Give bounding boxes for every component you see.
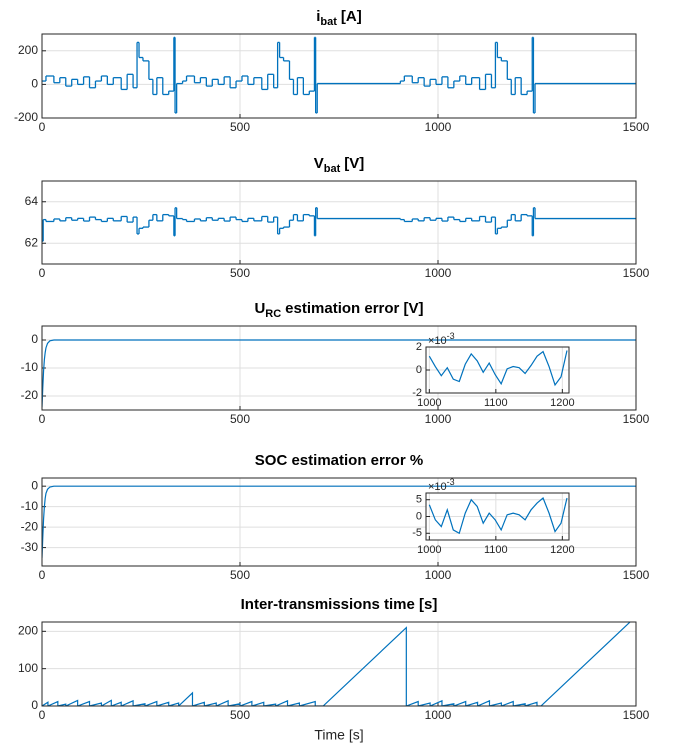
x-tick-label: 500 bbox=[230, 120, 250, 134]
x-tick-label: 500 bbox=[230, 568, 250, 582]
data-line bbox=[42, 622, 631, 706]
plot-lines bbox=[42, 339, 636, 408]
x-tick-label: 0 bbox=[39, 120, 46, 134]
x-tick-label: 1500 bbox=[623, 266, 650, 280]
y-tick-label: -30 bbox=[21, 540, 39, 554]
exponent-label: ×10-3 bbox=[428, 331, 455, 347]
title-subscript: bat bbox=[320, 16, 337, 28]
title-subscript: RC bbox=[265, 308, 281, 320]
y-tick-label: 0 bbox=[31, 478, 38, 492]
y-tick-label: -20 bbox=[21, 388, 39, 402]
axes-box bbox=[41, 621, 637, 707]
title-suffix: [V] bbox=[344, 155, 364, 172]
plot-lines bbox=[42, 207, 636, 242]
axes-box bbox=[41, 180, 637, 265]
y-tick-label: 0 bbox=[416, 510, 422, 522]
x-tick-label: 1200 bbox=[550, 544, 574, 556]
x-tick-label: 0 bbox=[39, 266, 46, 280]
x-axis-label: Time [s] bbox=[314, 727, 363, 743]
x-tick-label: 1500 bbox=[623, 568, 650, 582]
plot-lines bbox=[42, 36, 636, 114]
data-line bbox=[42, 485, 636, 558]
x-tick-label: 0 bbox=[39, 412, 46, 426]
plot-lines bbox=[428, 350, 568, 387]
exponent-base: ×10 bbox=[428, 335, 447, 347]
x-tick-label: 1500 bbox=[623, 412, 650, 426]
axes-box bbox=[41, 477, 637, 567]
data-line bbox=[428, 350, 568, 387]
plot-area bbox=[42, 622, 636, 706]
y-tick-label: 64 bbox=[25, 194, 39, 208]
chart-title: Vbat [V] bbox=[314, 155, 365, 175]
chart-title: SOC estimation error % bbox=[255, 452, 423, 469]
plot-lines bbox=[42, 622, 631, 706]
axes-box bbox=[41, 33, 637, 119]
x-tick-label: 500 bbox=[230, 266, 250, 280]
title-text: SOC estimation error % bbox=[255, 452, 423, 469]
y-tick-label: 0 bbox=[31, 77, 38, 91]
title-text: V bbox=[314, 155, 324, 172]
x-tick-label: 1000 bbox=[425, 708, 452, 722]
y-tick-label: 2 bbox=[416, 341, 422, 353]
chart-title: Inter-transmissions time [s] bbox=[241, 596, 438, 613]
exponent-base: ×10 bbox=[428, 481, 447, 493]
x-tick-label: 0 bbox=[39, 568, 46, 582]
y-tick-label: 0 bbox=[31, 332, 38, 346]
x-tick-label: 1000 bbox=[417, 544, 441, 556]
title-text: U bbox=[254, 300, 265, 317]
y-tick-label: 100 bbox=[18, 661, 38, 675]
y-tick-label: 0 bbox=[31, 698, 38, 712]
x-tick-label: 1000 bbox=[425, 266, 452, 280]
x-tick-label: 500 bbox=[230, 708, 250, 722]
x-tick-label: 1500 bbox=[623, 120, 650, 134]
y-tick-label: -200 bbox=[14, 110, 38, 124]
chart-title: URC estimation error [V] bbox=[254, 300, 423, 320]
exponent-label: ×10-3 bbox=[428, 477, 455, 493]
x-tick-label: 1100 bbox=[484, 544, 508, 556]
title-suffix: [A] bbox=[341, 8, 362, 25]
y-tick-label: -2 bbox=[412, 387, 422, 399]
x-tick-label: 1100 bbox=[484, 397, 508, 409]
x-tick-label: 1000 bbox=[417, 397, 441, 409]
y-tick-label: 0 bbox=[416, 364, 422, 376]
data-line bbox=[428, 497, 568, 535]
y-tick-label: 200 bbox=[18, 624, 38, 638]
y-tick-label: 5 bbox=[416, 494, 422, 506]
y-tick-label: -5 bbox=[412, 527, 422, 539]
y-tick-label: 62 bbox=[25, 235, 39, 249]
data-line bbox=[42, 339, 636, 408]
x-tick-label: 1000 bbox=[425, 412, 452, 426]
x-tick-label: 1200 bbox=[550, 397, 574, 409]
y-tick-label: -10 bbox=[21, 499, 39, 513]
exponent-power: -3 bbox=[447, 477, 455, 487]
x-tick-label: 1000 bbox=[425, 568, 452, 582]
plot-lines bbox=[428, 497, 568, 535]
plot-lines bbox=[42, 485, 636, 558]
axes-box bbox=[41, 325, 637, 411]
axes-box bbox=[425, 492, 570, 541]
axes-box bbox=[425, 346, 570, 394]
exponent-power: -3 bbox=[447, 331, 455, 341]
y-tick-label: -20 bbox=[21, 519, 39, 533]
x-tick-label: 1000 bbox=[425, 120, 452, 134]
chart-title: ibat [A] bbox=[316, 8, 362, 28]
plot-area bbox=[42, 34, 636, 118]
x-tick-label: 1500 bbox=[623, 708, 650, 722]
title-subscript: bat bbox=[324, 163, 341, 175]
title-text: Inter-transmissions time [s] bbox=[241, 596, 438, 613]
plot-area bbox=[42, 181, 636, 264]
title-text: i bbox=[316, 8, 320, 25]
x-tick-label: 500 bbox=[230, 412, 250, 426]
x-tick-label: 0 bbox=[39, 708, 46, 722]
y-tick-label: 200 bbox=[18, 43, 38, 57]
title-suffix: estimation error [V] bbox=[285, 300, 423, 317]
y-tick-label: -10 bbox=[21, 360, 39, 374]
